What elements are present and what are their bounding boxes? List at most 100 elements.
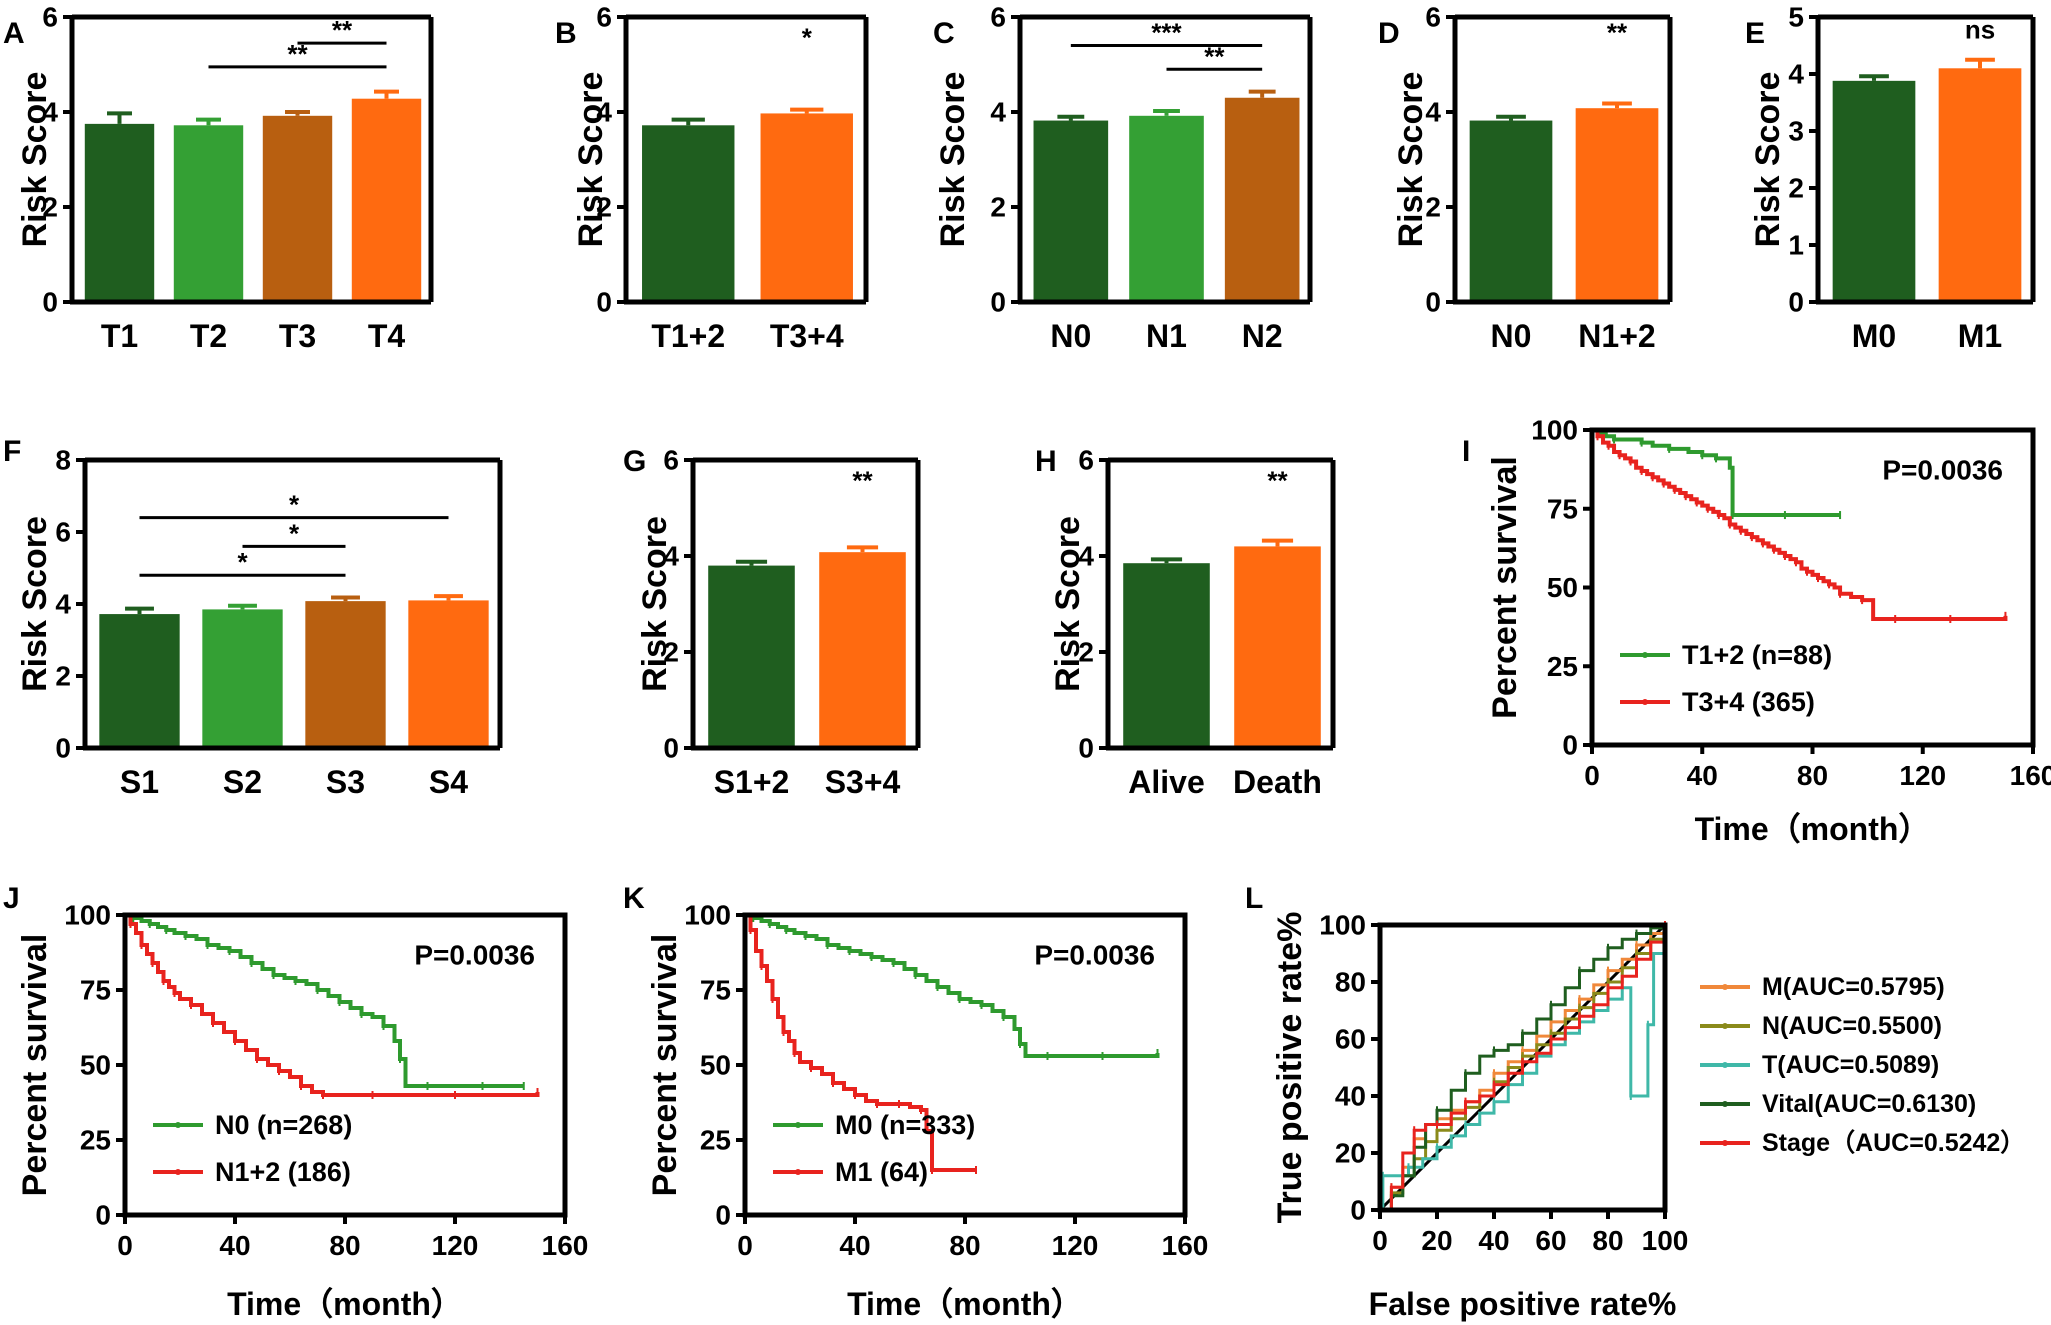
bar-s4 [408, 600, 489, 748]
bar-s1-2 [708, 565, 795, 748]
curve-0 [125, 913, 524, 1088]
legend-label: M1 (64) [835, 1157, 928, 1187]
x-tick-label: 40 [219, 1230, 250, 1261]
significance-label: * [802, 22, 813, 52]
significance-label: ** [1267, 466, 1288, 496]
bar-n1 [1129, 115, 1204, 302]
bar-s3 [305, 601, 386, 748]
bar-m0 [1832, 80, 1916, 302]
y-tick-label: 4 [1425, 97, 1441, 128]
y-tick-label: 4 [1788, 59, 1804, 90]
y-tick-label: 100 [684, 900, 731, 931]
bar-n1-2 [1575, 108, 1659, 302]
bar-n0 [1469, 120, 1553, 302]
y-axis-label: Risk Score [16, 516, 54, 692]
legend-label: M(AUC=0.5795) [1762, 973, 1945, 1001]
x-tick-label: N1 [1146, 318, 1187, 354]
significance-label: ** [852, 466, 873, 496]
panel-b: B Risk Score 0 2 4 6 T1+2 T3+4 * [555, 2, 869, 354]
x-tick-label: T1 [101, 318, 138, 354]
legend-label: Stage（AUC=0.5242） [1762, 1128, 2025, 1157]
x-tick-label: 40 [1478, 1225, 1509, 1256]
legend-marker [1722, 1023, 1728, 1029]
y-axis-label: Risk Score [636, 516, 674, 692]
y-tick-label: 0 [1788, 287, 1804, 318]
significance-label: ** [1607, 18, 1628, 48]
y-tick-label: 0 [990, 287, 1006, 318]
bar-t4 [351, 98, 422, 302]
x-tick-label: Death [1233, 764, 1322, 800]
x-tick-label: 0 [737, 1230, 753, 1261]
p-value: P=0.0036 [1034, 940, 1155, 971]
panel-g: G Risk Score 0 2 4 6 S1+2 S3+4 ** [623, 445, 921, 800]
legend-label: M0 (n=333) [835, 1110, 975, 1140]
x-tick-label: T1+2 [651, 318, 725, 354]
legend-marker [175, 1169, 181, 1175]
x-tick-label: M1 [1958, 318, 2002, 354]
y-tick-label: 3 [1788, 116, 1804, 147]
bar-s1 [99, 614, 180, 748]
panel-label-k: K [623, 882, 645, 915]
x-tick-label: T3+4 [770, 318, 844, 354]
legend-label: N1+2 (186) [215, 1157, 351, 1187]
x-tick-label: 0 [117, 1230, 133, 1261]
y-tick-label: 6 [596, 2, 612, 33]
legend-marker [1642, 699, 1648, 705]
y-tick-label: 0 [1078, 733, 1094, 764]
legend-label: T1+2 (n=88) [1682, 640, 1832, 670]
x-tick-label: 0 [1372, 1225, 1388, 1256]
y-axis-label: Percent survival [646, 934, 684, 1197]
x-tick-label: 160 [542, 1230, 589, 1261]
x-tick-label: 120 [1899, 760, 1946, 791]
y-tick-label: 8 [55, 445, 71, 476]
y-tick-label: 25 [1547, 651, 1578, 682]
y-tick-label: 4 [990, 97, 1006, 128]
x-tick-label: 80 [1592, 1225, 1623, 1256]
y-axis-label: Risk Score [572, 72, 610, 248]
bar-t3 [262, 115, 333, 302]
y-tick-label: 0 [715, 1200, 731, 1231]
x-tick-label: T3 [279, 318, 316, 354]
bar-n2 [1224, 97, 1300, 302]
x-tick-label: S3 [326, 764, 365, 800]
curve-1 [745, 913, 976, 1172]
legend-label: T3+4 (365) [1682, 687, 1815, 717]
x-tick-label: 160 [1162, 1230, 1209, 1261]
curve-0 [1592, 428, 1841, 518]
panel-label-b: B [555, 17, 577, 50]
legend-marker [175, 1122, 181, 1128]
y-tick-label: 50 [700, 1050, 731, 1081]
y-tick-label: 6 [990, 2, 1006, 33]
legend-label: Vital(AUC=0.6130) [1762, 1090, 1976, 1118]
y-tick-label: 6 [1425, 2, 1441, 33]
legend-marker [1722, 1062, 1728, 1068]
significance-label: *** [1151, 18, 1182, 48]
y-tick-label: 6 [42, 2, 58, 33]
plot-frame [1589, 427, 2036, 748]
x-tick-label: 20 [1421, 1225, 1452, 1256]
y-tick-label: 25 [700, 1125, 731, 1156]
legend-marker [795, 1169, 801, 1175]
y-tick-label: 4 [596, 97, 612, 128]
y-tick-label: 0 [596, 287, 612, 318]
legend-marker [1722, 1140, 1728, 1146]
significance-label: ** [332, 15, 353, 45]
y-tick-label: 100 [1531, 415, 1578, 446]
panel-h: H Risk Score 0 2 4 6 Alive Death ** [1035, 445, 1336, 800]
x-tick-label: M0 [1852, 318, 1896, 354]
y-tick-label: 6 [1078, 445, 1094, 476]
x-tick-label: S2 [223, 764, 262, 800]
y-axis-label: True positive rate% [1271, 912, 1309, 1224]
y-tick-label: 0 [95, 1200, 111, 1231]
y-tick-label: 4 [55, 589, 71, 620]
y-tick-label: 50 [1547, 572, 1578, 603]
y-tick-label: 2 [596, 192, 612, 223]
panel-label-l: L [1245, 882, 1263, 915]
bar-alive [1123, 563, 1210, 748]
panel-label-c: C [933, 17, 955, 50]
curve-2 [1380, 925, 1667, 1212]
x-axis-label: Time（month） [227, 1286, 463, 1322]
